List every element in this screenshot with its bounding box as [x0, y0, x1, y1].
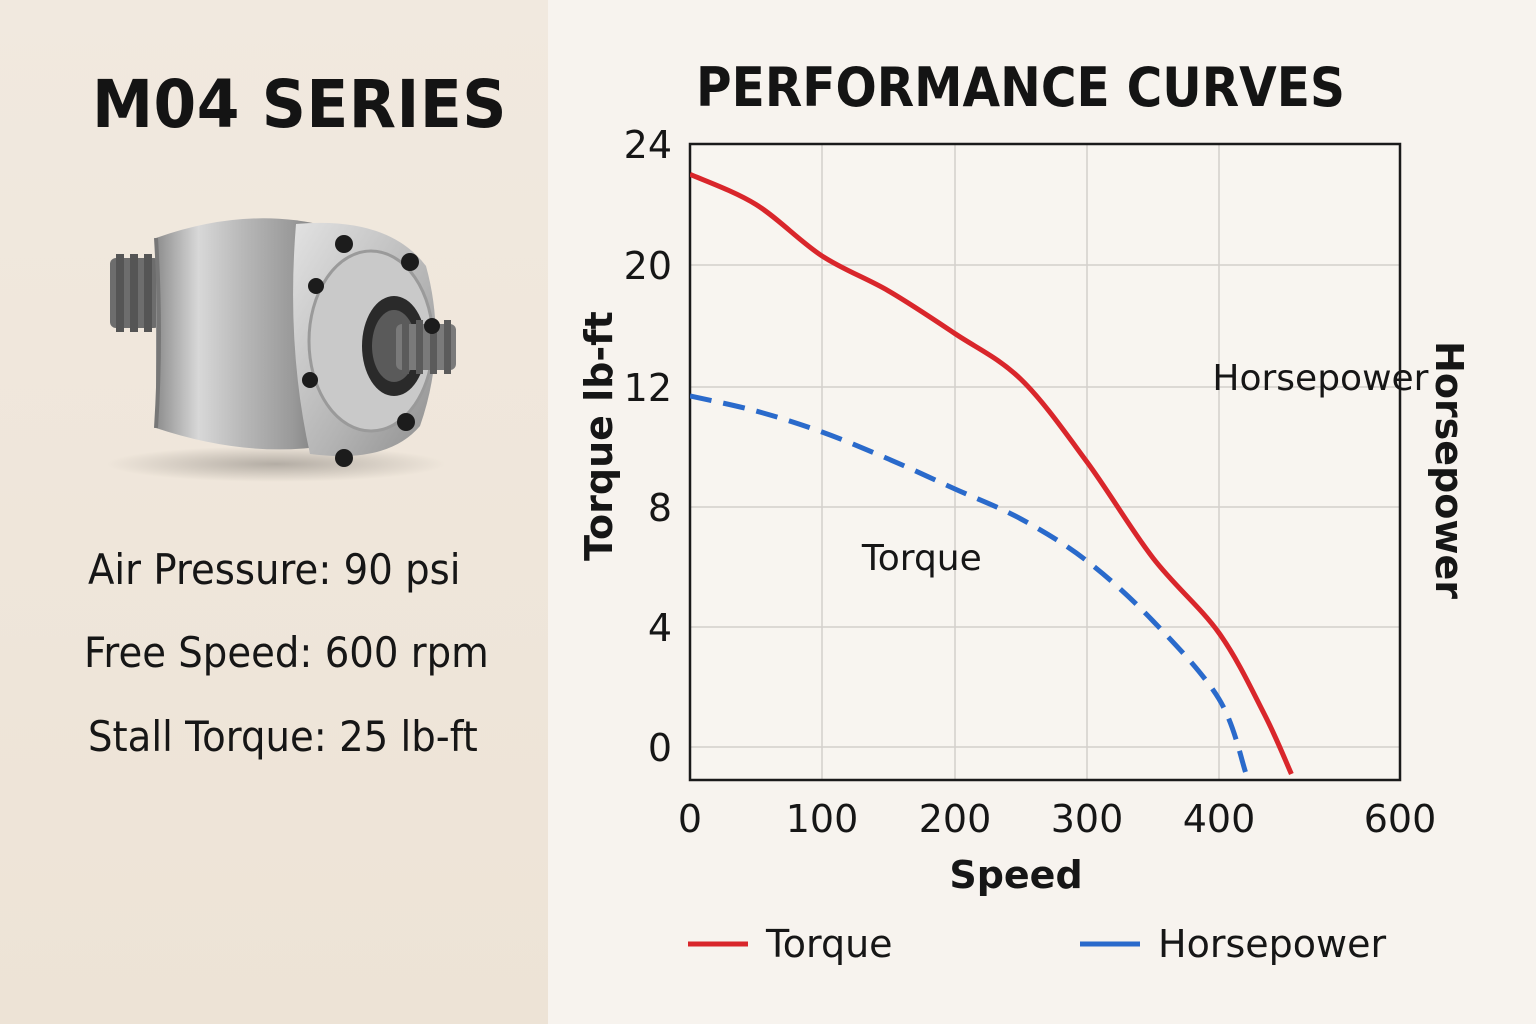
plot-background — [690, 144, 1400, 780]
plot-frame — [688, 142, 1402, 782]
chart-legend: Torque Horsepower — [688, 922, 1386, 966]
chart-annotations: Horsepower Torque — [861, 358, 1429, 579]
output-shaft-icon — [396, 320, 456, 374]
y-tick-label: 12 — [624, 366, 672, 410]
x-tick-label: 300 — [1051, 797, 1124, 841]
motor-image — [106, 218, 456, 482]
y-axis-label-right: Horsepower — [1427, 341, 1471, 599]
product-title: M04 SERIES — [92, 66, 507, 143]
rear-gear-icon — [110, 254, 160, 332]
annotation-torque: Torque — [861, 538, 982, 579]
spec-stall-torque: Stall Torque: 25 lb-ft — [88, 712, 478, 761]
chart-title: PERFORMANCE CURVES — [696, 56, 1345, 119]
annotation-horsepower: Horsepower — [1212, 358, 1428, 399]
y-tick-label: 0 — [648, 726, 672, 770]
product-panel: M04 SERIES — [0, 0, 548, 1024]
spec-free-speed: Free Speed: 600 rpm — [84, 628, 489, 677]
x-tick-label: 100 — [786, 797, 859, 841]
legend-label-horsepower: Horsepower — [1158, 922, 1386, 966]
y-tick-label: 8 — [648, 486, 672, 530]
series-line-horsepower — [690, 393, 1249, 775]
y-tick-label: 20 — [624, 244, 672, 288]
x-axis-label: Speed — [949, 853, 1082, 897]
y-tick-label: 24 — [624, 123, 672, 167]
x-tick-label: 200 — [919, 797, 992, 841]
spec-air-pressure: Air Pressure: 90 psi — [88, 545, 461, 594]
x-tick-label: 0 — [678, 797, 702, 841]
x-tick-label: 400 — [1183, 797, 1256, 841]
series-line-torque — [690, 171, 1294, 776]
tick-labels: 0 100 200 300 400 600 0 4 8 12 20 24 — [624, 123, 1437, 841]
y-axis-label-left: Torque lb-ft — [577, 311, 621, 561]
mounting-bolts-icon — [302, 235, 440, 467]
legend-label-torque: Torque — [765, 922, 893, 966]
series-layer — [690, 171, 1294, 776]
x-tick-label: 600 — [1364, 797, 1437, 841]
y-tick-label: 4 — [648, 606, 672, 650]
